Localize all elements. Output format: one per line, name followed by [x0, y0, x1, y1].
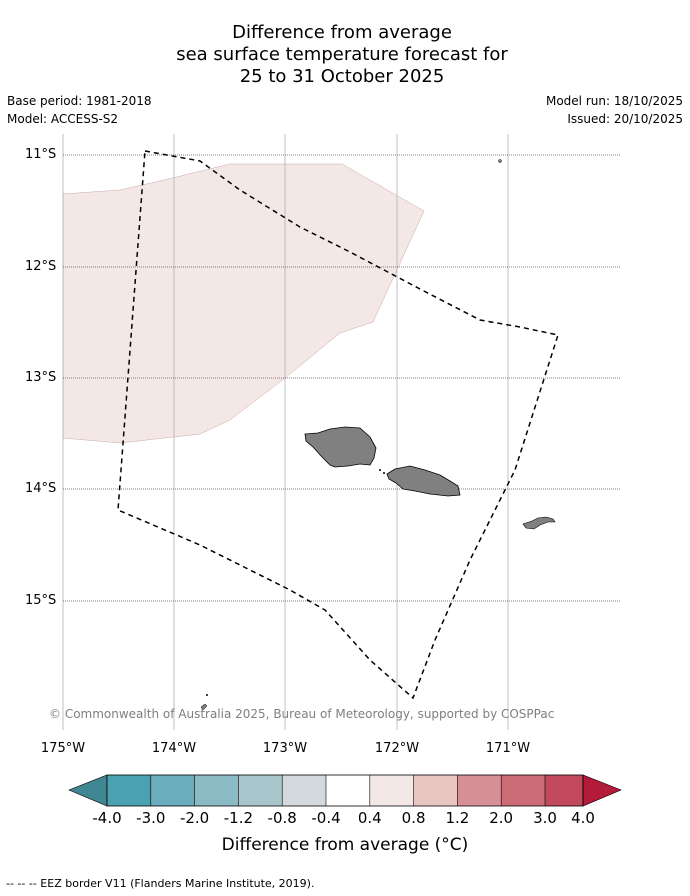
colorbar-frame — [106, 774, 584, 807]
swains-island — [498, 159, 502, 163]
issued-date: Issued: 20/10/2025 — [567, 112, 683, 126]
base-period: Base period: 1981-2018 — [7, 94, 152, 108]
colorbar-dividers — [150, 775, 546, 806]
gridlines — [62, 134, 620, 730]
colorbar-tick: -0.4 — [311, 809, 341, 827]
colorbar-segment — [369, 775, 414, 806]
colorbar-label: Difference from average (°C) — [221, 835, 469, 855]
colorbar-high-extend — [582, 774, 622, 807]
model-name: Model: ACCESS-S2 — [7, 112, 119, 126]
colorbar-tick: 3.0 — [533, 809, 557, 827]
apolima-islet — [379, 469, 381, 471]
chart-title: Difference from average sea surface temp… — [0, 22, 684, 88]
eez-border — [117, 150, 559, 700]
map-canvas — [62, 134, 620, 730]
small-island-south — [200, 703, 208, 711]
colorbar-tick: 0.4 — [357, 809, 382, 827]
model-run: Model run: 18/10/2025 — [545, 94, 683, 108]
title-line-2: sea surface temperature forecast for — [176, 44, 508, 65]
anomaly-region — [62, 163, 425, 444]
lon-label-171w: 171°W — [485, 741, 531, 756]
copyright-notice: © Commonwealth of Australia 2025, Bureau… — [49, 707, 555, 721]
colorbar-tick: -2.0 — [179, 809, 210, 827]
lat-label-13s: 13°S — [25, 370, 57, 385]
lat-label-12s: 12°S — [25, 259, 57, 274]
colorbar-tick: -4.0 — [92, 809, 122, 827]
title-line-3: 25 to 31 October 2025 — [239, 66, 445, 87]
tutuila-island — [522, 516, 556, 530]
colorbar-tick: 4.0 — [571, 809, 595, 827]
colorbar-segment — [413, 775, 458, 806]
lon-label-172w: 172°W — [374, 741, 420, 756]
colorbar-segment — [238, 775, 283, 806]
colorbar-segment — [107, 775, 151, 806]
colorbar-segment — [150, 775, 195, 806]
upolu-island — [386, 465, 461, 497]
colorbar — [68, 774, 622, 807]
colorbar-tick: -3.0 — [136, 809, 166, 827]
colorbar-tick: 2.0 — [489, 809, 514, 827]
lon-label-173w: 173°W — [262, 741, 308, 756]
title-line-1: Difference from average — [232, 22, 452, 43]
colorbar-tick: -1.2 — [223, 809, 254, 827]
lon-label-174w: 174°W — [151, 741, 197, 756]
savaii-island — [304, 426, 377, 468]
lat-label-11s: 11°S — [25, 147, 57, 162]
colorbar-tick: -0.8 — [267, 809, 297, 827]
colorbar-low-extend — [68, 774, 108, 807]
colorbar-segment — [501, 775, 545, 806]
lat-label-14s: 14°S — [25, 481, 57, 496]
lat-label-15s: 15°S — [25, 593, 57, 608]
colorbar-segment — [282, 775, 326, 806]
colorbar-segment — [545, 775, 583, 806]
colorbar-segment — [457, 775, 502, 806]
small-islet — [206, 694, 208, 696]
colorbar-segment — [194, 775, 239, 806]
eez-legend: -- -- -- EEZ border V11 (Flanders Marine… — [6, 877, 315, 890]
lon-label-175w: 175°W — [40, 741, 86, 756]
colorbar-tick: 0.8 — [401, 809, 426, 827]
manono-islet — [383, 472, 385, 474]
colorbar-tick: 1.2 — [445, 809, 470, 827]
colorbar-segment — [326, 775, 370, 806]
